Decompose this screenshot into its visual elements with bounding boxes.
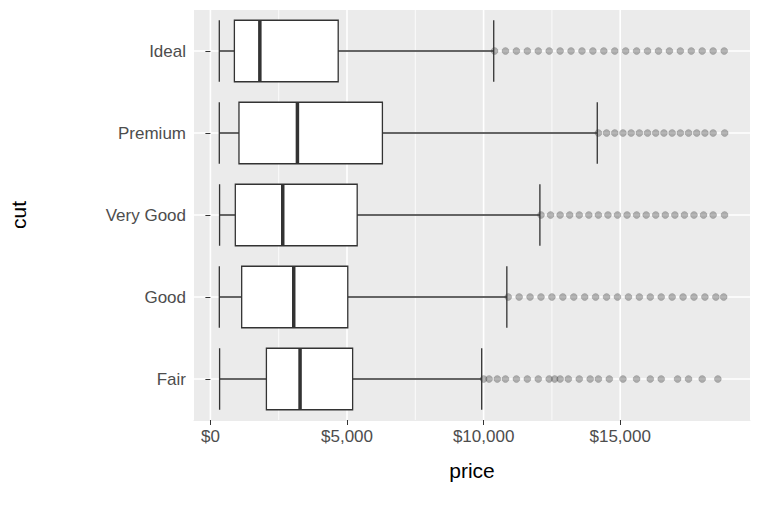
svg-text:$10,000: $10,000 (453, 427, 514, 446)
svg-text:price: price (449, 459, 495, 482)
svg-text:cut: cut (7, 201, 30, 229)
svg-text:Premium: Premium (118, 124, 186, 143)
svg-text:$0: $0 (201, 427, 220, 446)
svg-text:Very Good: Very Good (106, 206, 186, 225)
svg-text:Ideal: Ideal (149, 42, 186, 61)
svg-text:$15,000: $15,000 (589, 427, 650, 446)
svg-text:Fair: Fair (157, 370, 187, 389)
svg-text:$5,000: $5,000 (321, 427, 373, 446)
svg-text:Good: Good (144, 288, 186, 307)
